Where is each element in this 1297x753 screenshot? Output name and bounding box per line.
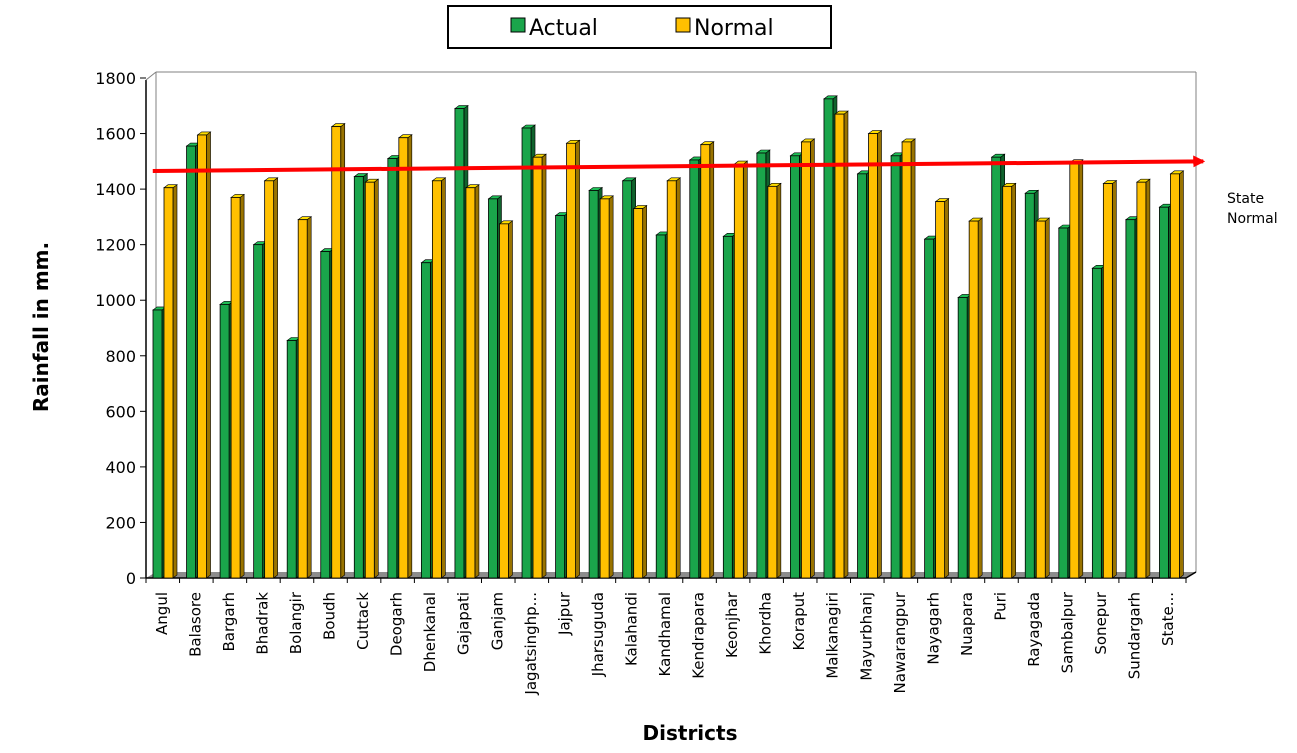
x-tick-label: Angul [153, 592, 171, 635]
x-tick-label: Sambalpur [1059, 591, 1077, 673]
x-ticks: Angul Balasore Bargarh Bhadrak Bolangir Boudh… [145, 578, 1187, 696]
bar-normal [901, 138, 916, 579]
bar-normal [163, 184, 178, 579]
y-tick-label: 0 [126, 569, 136, 588]
bar-normal [800, 138, 816, 579]
bar-normal [330, 123, 346, 579]
y-axis-depth [145, 71, 157, 81]
legend: Actual Normal [447, 5, 832, 49]
bar-normal [666, 177, 682, 579]
x-tick-label: Sonepur [1092, 591, 1110, 654]
x-tick-label: Nuapara [958, 592, 976, 656]
x-tick-label: Cuttack [354, 592, 372, 650]
bar-normal [397, 134, 413, 579]
bar-normal [263, 177, 279, 579]
bar-normal [532, 153, 547, 579]
bar-normal [1136, 178, 1151, 579]
x-tick-label: Ganjam [488, 592, 506, 650]
y-tick-label: 1000 [95, 291, 136, 310]
x-tick-label: State... [1159, 592, 1177, 646]
x-tick-label: Dhenkanal [421, 592, 439, 672]
bar-normal [297, 216, 313, 579]
legend-actual-label: Actual [529, 16, 598, 41]
x-tick-label: Kalahandi [622, 592, 640, 666]
y-axis-title: Rainfall in mm. [29, 242, 53, 412]
x-tick-label: Jajpur [555, 591, 573, 636]
x-tick-label: Kendrapara [690, 592, 708, 679]
x-tick-label: Jagatsinghp... [522, 592, 540, 696]
state-normal-arrow [152, 155, 1206, 174]
y-tick-label: 1600 [95, 125, 136, 144]
x-tick-label: Kandhamal [656, 592, 674, 676]
x-tick-label: Bolangir [287, 591, 305, 654]
bar-normal [934, 198, 950, 579]
bar-normal [1035, 217, 1051, 579]
x-tick-label: Khordha [757, 592, 775, 655]
bar-normal [1102, 179, 1118, 579]
x-tick-label: Malkanagiri [824, 592, 842, 679]
y-tick-label: 800 [105, 347, 136, 366]
x-tick-label: Puri [991, 592, 1009, 621]
bar-normal [230, 193, 245, 579]
bar-normal [565, 139, 581, 579]
state-normal-label: State Normal [1227, 191, 1278, 227]
bars [152, 95, 1185, 579]
bar-normal [699, 141, 715, 579]
bar-normal [431, 177, 447, 579]
y-tick-label: 200 [105, 513, 136, 532]
bar-normal [632, 204, 648, 579]
bar-normal [1068, 159, 1084, 579]
y-ticks: 0 200 400 600 800 1000 1200 1400 1600 1800 [95, 69, 146, 588]
x-tick-label: Nayagarh [924, 592, 942, 665]
bar-normal [834, 110, 849, 579]
x-tick-label: Keonjhar [723, 591, 741, 658]
x-tick-label: Sundargarh [1126, 592, 1144, 679]
bar-normal [968, 217, 984, 579]
x-axis-depth [1185, 571, 1197, 579]
x-tick-label: Gajapati [455, 592, 473, 655]
bar-normal [196, 131, 212, 579]
bar-normal [733, 160, 749, 579]
x-tick-label: Koraput [790, 592, 808, 651]
bar-normal [599, 195, 615, 579]
legend-normal-label: Normal [694, 16, 774, 41]
bar-normal [766, 182, 782, 579]
bar-normal [1001, 182, 1017, 579]
x-tick-label: Boudh [321, 592, 339, 640]
x-tick-label: Jharsuguda [589, 592, 607, 677]
x-tick-label: Bhadrak [253, 592, 271, 655]
y-tick-label: 600 [105, 402, 136, 421]
bar-normal [465, 184, 480, 579]
x-axis-title: Districts [643, 721, 738, 745]
bar-normal [867, 129, 883, 579]
x-tick-label: Deogarh [388, 592, 406, 656]
y-tick-label: 1400 [95, 180, 136, 199]
state-normal-label-line: State [1227, 191, 1264, 207]
y-tick-label: 1800 [95, 69, 136, 88]
x-tick-label: Nawarangpur [891, 591, 909, 693]
state-normal-label-line: Normal [1227, 211, 1278, 227]
bar-normal [1169, 170, 1185, 579]
bar-normal [364, 178, 380, 579]
legend-actual-swatch [510, 17, 526, 33]
y-tick-label: 400 [105, 458, 136, 477]
y-tick-label: 1200 [95, 236, 136, 255]
x-tick-label: Rayagada [1025, 592, 1043, 667]
x-tick-label: Mayurbhanj [857, 592, 875, 681]
bar-normal [498, 220, 514, 579]
x-tick-label: Balasore [186, 592, 204, 657]
legend-normal-swatch [675, 17, 691, 33]
x-tick-label: Bargarh [220, 592, 238, 652]
